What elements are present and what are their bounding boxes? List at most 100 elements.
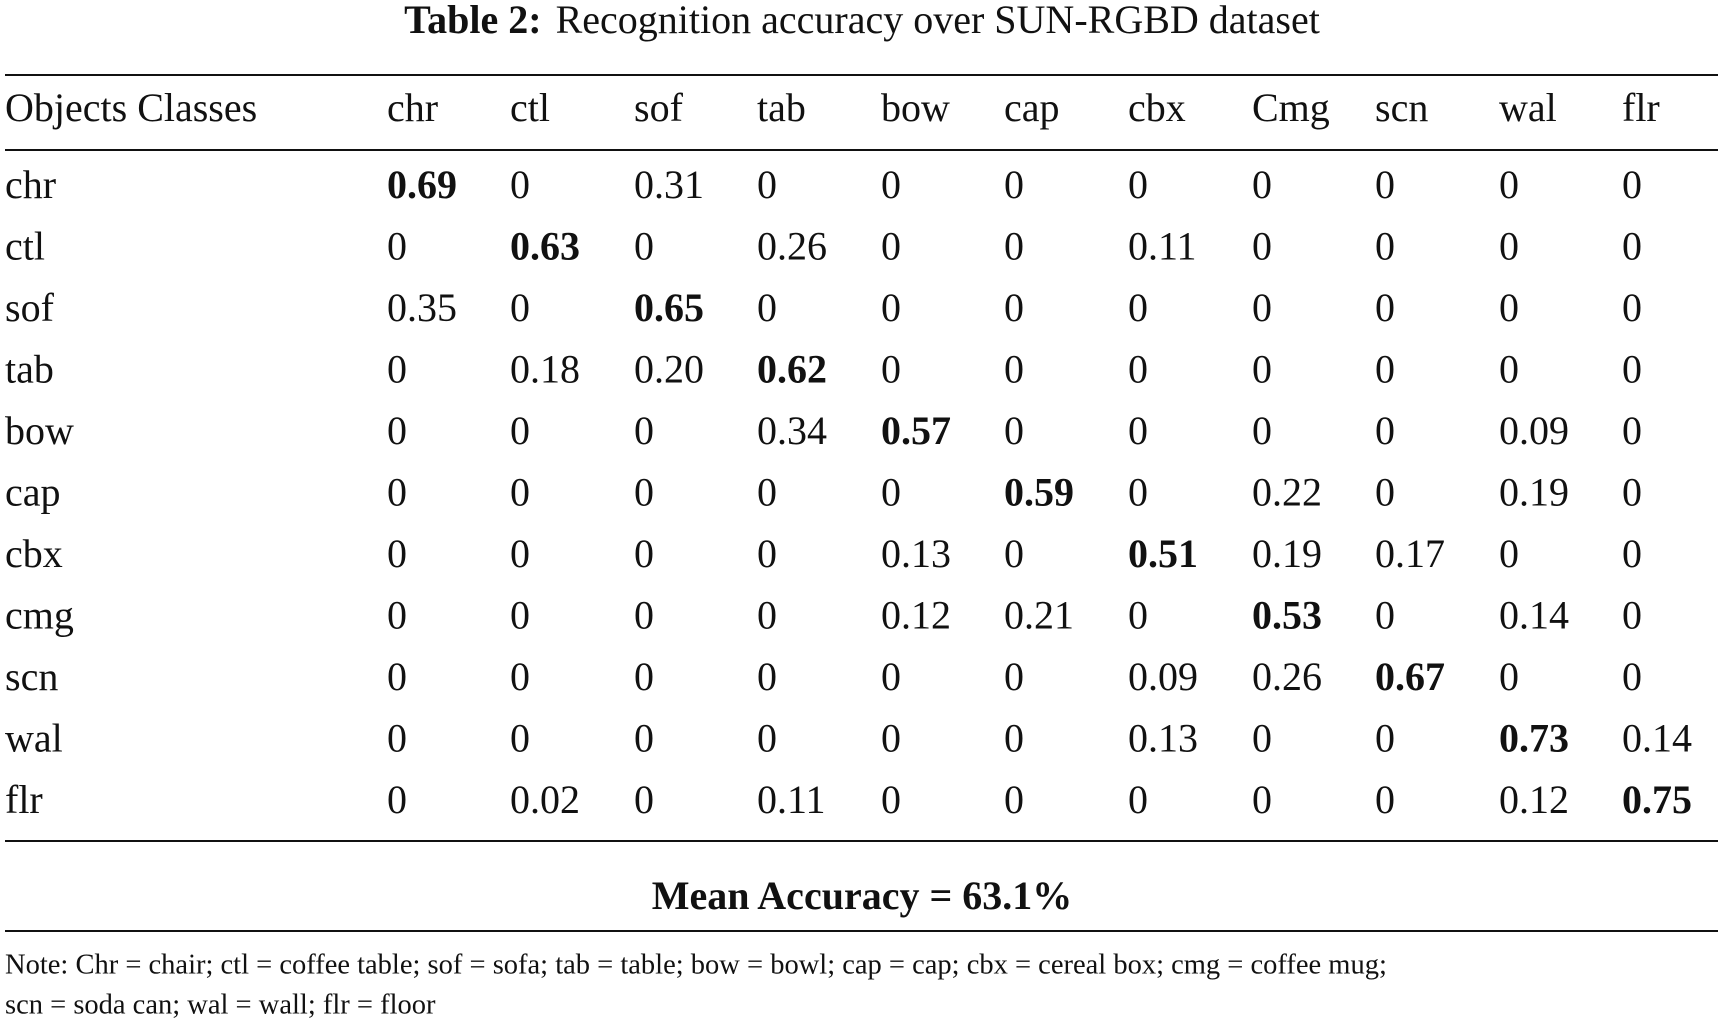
header-cell: chr (387, 85, 438, 130)
cell: 0 (1004, 777, 1024, 822)
cell: 0 (1004, 654, 1024, 699)
cell: 0 (634, 716, 654, 761)
cell: 0.51 (1128, 531, 1198, 576)
cell: 0.22 (1252, 470, 1322, 515)
cell: 0.17 (1375, 531, 1445, 576)
cell: 0 (1128, 408, 1148, 453)
cell: 0 (1499, 531, 1519, 576)
cell: 0 (1622, 654, 1642, 699)
row-label: scn (5, 654, 58, 699)
cell: 0 (634, 224, 654, 269)
cell: 0 (1622, 408, 1642, 453)
table-title: Table 2: Recognition accuracy over SUN-RG… (404, 0, 1320, 42)
cell: 0 (1622, 224, 1642, 269)
header-cell: ctl (510, 85, 550, 130)
cell: 0 (634, 593, 654, 638)
mean-accuracy: Mean Accuracy = 63.1% (652, 873, 1073, 918)
cell: 0 (387, 470, 407, 515)
row-label: wal (5, 716, 63, 761)
cell: 0 (510, 162, 530, 207)
cell: 0 (1375, 593, 1395, 638)
cell: 0 (881, 285, 901, 330)
cell: 0 (757, 593, 777, 638)
cell: 0.26 (757, 224, 827, 269)
header-cell: flr (1622, 85, 1660, 130)
cell: 0 (387, 716, 407, 761)
row-label: cmg (5, 593, 74, 638)
cell: 0 (757, 531, 777, 576)
header-cell: Cmg (1252, 85, 1330, 130)
cell: 0 (1375, 716, 1395, 761)
cell: 0 (1128, 285, 1148, 330)
cell: 0 (387, 224, 407, 269)
header-cell: cbx (1128, 85, 1186, 130)
cell: 0 (757, 716, 777, 761)
cell: 0.34 (757, 408, 827, 453)
header-cell: wal (1499, 85, 1557, 130)
cell: 0.13 (1128, 716, 1198, 761)
cell: 0 (1375, 777, 1395, 822)
cell: 0 (1622, 162, 1642, 207)
cell: 0 (1499, 285, 1519, 330)
cell: 0.31 (634, 162, 704, 207)
cell: 0 (1622, 531, 1642, 576)
cell: 0 (634, 777, 654, 822)
cell: 0.35 (387, 285, 457, 330)
note-line: scn = soda can; wal = wall; flr = floor (5, 990, 436, 1021)
row-label: bow (5, 408, 74, 453)
row-label: ctl (5, 224, 45, 269)
cell: 0 (1128, 162, 1148, 207)
cell: 0 (387, 408, 407, 453)
cell: 0.19 (1499, 470, 1569, 515)
cell: 0 (1004, 531, 1024, 576)
cell: 0 (510, 716, 530, 761)
cell: 0 (510, 285, 530, 330)
header-cell: scn (1375, 85, 1428, 130)
cell: 0.12 (1499, 777, 1569, 822)
cell: 0.12 (881, 593, 951, 638)
cell: 0 (1128, 777, 1148, 822)
cell: 0 (510, 593, 530, 638)
cell: 0 (387, 347, 407, 392)
row-label: cap (5, 470, 61, 515)
cell: 0 (1252, 408, 1272, 453)
cell: 0.21 (1004, 593, 1074, 638)
row-label: chr (5, 162, 56, 207)
cell: 0 (634, 470, 654, 515)
cell: 0.59 (1004, 470, 1074, 515)
cell: 0 (1004, 224, 1024, 269)
cell: 0.20 (634, 347, 704, 392)
row-label: flr (5, 777, 43, 822)
cell: 0 (1004, 716, 1024, 761)
cell: 0 (1622, 593, 1642, 638)
cell: 0 (510, 408, 530, 453)
cell: 0.11 (757, 777, 826, 822)
cell: 0 (510, 654, 530, 699)
cell: 0 (1499, 654, 1519, 699)
header-cell: bow (881, 85, 950, 130)
cell: 0.65 (634, 285, 704, 330)
cell: 0.75 (1622, 777, 1692, 822)
cell: 0 (881, 162, 901, 207)
cell: 0 (1375, 285, 1395, 330)
cell: 0 (1499, 162, 1519, 207)
cell: 0 (757, 285, 777, 330)
header-cell: cap (1004, 85, 1060, 130)
cell: 0 (634, 531, 654, 576)
cell: 0 (1375, 347, 1395, 392)
cell: 0.18 (510, 347, 580, 392)
cell: 0 (1375, 162, 1395, 207)
cell: 0 (881, 716, 901, 761)
cell: 0 (1375, 470, 1395, 515)
row-label: cbx (5, 531, 63, 576)
cell: 0 (387, 654, 407, 699)
cell: 0 (757, 162, 777, 207)
cell: 0 (1252, 716, 1272, 761)
cell: 0.53 (1252, 593, 1322, 638)
cell: 0 (1252, 224, 1272, 269)
cell: 0 (1128, 347, 1148, 392)
cell: 0 (1622, 470, 1642, 515)
cell: 0 (757, 654, 777, 699)
cell: 0 (1128, 593, 1148, 638)
